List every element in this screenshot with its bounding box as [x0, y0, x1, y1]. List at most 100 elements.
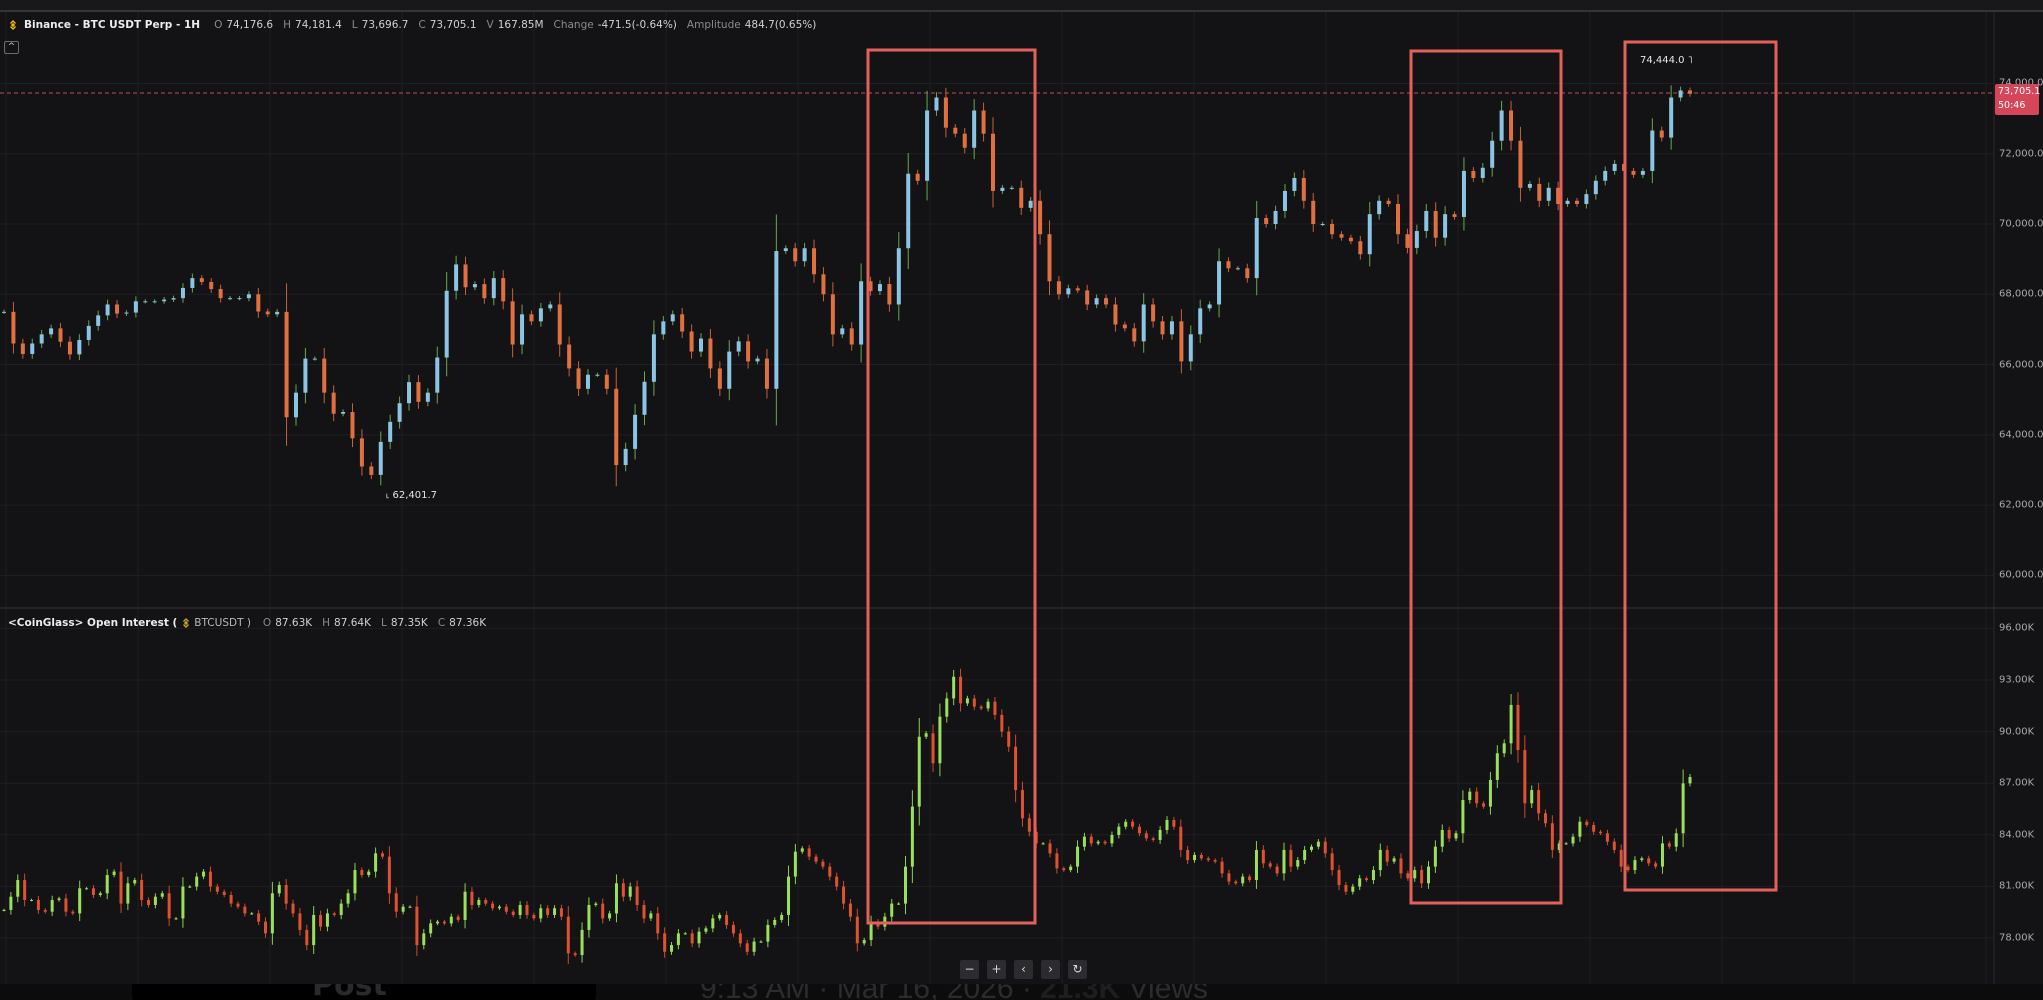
candle-body: [1488, 779, 1492, 807]
candle: [2, 908, 6, 912]
candle: [1158, 826, 1162, 844]
candle-body: [1640, 858, 1644, 861]
candle: [759, 940, 763, 943]
candle: [1344, 881, 1348, 895]
candle-body: [1659, 130, 1664, 138]
candle: [1584, 189, 1589, 209]
candle: [1038, 190, 1043, 245]
candle-body: [906, 173, 911, 249]
candle: [965, 695, 969, 707]
candle: [167, 885, 171, 927]
collapse-chevron-up-icon[interactable]: ^: [4, 41, 19, 54]
candle: [359, 429, 364, 476]
price-axis-tick: 68,000.0: [1999, 288, 2043, 300]
candle-body: [859, 281, 864, 345]
symbol-title[interactable]: Binance - BTC USDT Perp - 1H: [24, 19, 201, 31]
candle: [1502, 739, 1506, 758]
oi-title[interactable]: <CoinGlass> Open Interest (: [8, 617, 178, 629]
candle: [1414, 224, 1419, 255]
candle: [147, 897, 151, 908]
candle: [821, 859, 825, 870]
candle-body: [1268, 863, 1272, 867]
candle-body: [557, 304, 562, 345]
candle-body: [1546, 187, 1551, 201]
candle-body: [115, 304, 120, 314]
candle: [1447, 826, 1451, 842]
candle-body: [1207, 304, 1212, 309]
candle: [807, 844, 811, 861]
candle-body: [869, 921, 873, 941]
candle: [877, 280, 882, 295]
candle-body: [759, 941, 763, 943]
candle: [532, 912, 536, 921]
candle-body: [1631, 170, 1636, 175]
candle: [77, 334, 82, 361]
candle: [133, 877, 137, 886]
candle-body: [718, 914, 722, 919]
candle: [1509, 693, 1513, 755]
candle-body: [1674, 833, 1678, 847]
candle: [594, 901, 598, 907]
candle: [1268, 861, 1272, 869]
candle: [814, 854, 818, 865]
candle-body: [1076, 846, 1080, 867]
candle: [209, 278, 214, 293]
scroll-right-button[interactable]: ›: [1041, 960, 1060, 979]
candle: [1482, 801, 1486, 809]
candle-body: [510, 301, 515, 345]
candle: [57, 896, 61, 902]
candle: [787, 865, 791, 926]
candle: [1076, 840, 1080, 873]
candle-body: [979, 706, 983, 709]
chart-nav-buttons: − + ‹ › ↻: [960, 960, 1087, 979]
candle-body: [614, 388, 619, 466]
candle: [642, 371, 647, 426]
candle-body: [849, 328, 854, 345]
oi-open-label: O: [262, 617, 272, 629]
candle: [1248, 874, 1252, 883]
reset-refresh-button[interactable]: ↻: [1068, 960, 1087, 979]
candle-body: [407, 382, 412, 404]
candle-body: [2, 311, 6, 313]
candle-body: [1605, 833, 1609, 842]
candle: [510, 288, 515, 358]
candle-body: [275, 311, 280, 315]
candle-body: [228, 298, 233, 300]
candle-body: [237, 298, 242, 300]
candle-body: [312, 358, 317, 360]
candle: [910, 790, 914, 884]
candle-body: [1172, 820, 1176, 827]
candle-body: [793, 248, 798, 262]
bar-countdown: 50:46: [1998, 100, 2026, 111]
candle: [1296, 857, 1300, 870]
candle-body: [670, 945, 674, 952]
candle-body: [812, 248, 817, 275]
candle: [298, 907, 302, 936]
candle-body: [1527, 183, 1532, 188]
candle: [1433, 840, 1437, 873]
candle-body: [257, 913, 261, 922]
zoom-in-button[interactable]: +: [987, 960, 1006, 979]
candle-body: [697, 931, 701, 944]
candle-body: [264, 921, 268, 934]
high-annotation: 74,444.0 ˥: [1640, 55, 1693, 66]
candle-body: [1289, 849, 1293, 867]
candle: [58, 322, 63, 348]
candle: [1557, 840, 1561, 853]
zoom-out-button[interactable]: −: [960, 960, 979, 979]
candle: [683, 931, 687, 935]
candle: [931, 724, 935, 773]
post-button[interactable]: [132, 984, 596, 1000]
candle: [972, 99, 977, 160]
candle-body: [1235, 268, 1240, 270]
candle: [601, 898, 605, 924]
price-axis-tick: 66,000.0: [1999, 359, 2043, 371]
candle: [699, 333, 704, 357]
candle: [986, 698, 990, 712]
scroll-left-button[interactable]: ‹: [1014, 960, 1033, 979]
candle: [218, 284, 223, 303]
candle: [504, 904, 508, 915]
candle: [264, 917, 268, 938]
candle-body: [397, 403, 402, 422]
